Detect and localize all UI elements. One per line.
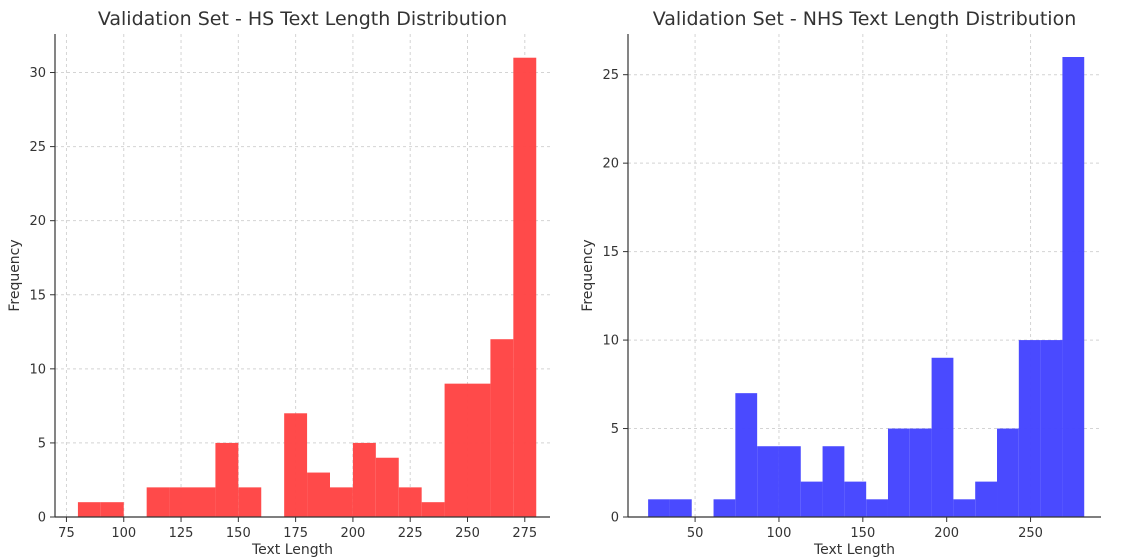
nhs-y-tick-label: 0 <box>611 511 619 526</box>
hs-bar-12 <box>352 442 376 517</box>
hs-y-tick-label: 30 <box>29 66 46 81</box>
hs-y-tick-label: 0 <box>38 511 46 526</box>
nhs-bar-4 <box>735 393 758 517</box>
nhs-y-tick-label: 25 <box>602 68 619 83</box>
nhs-y-tick-label: 10 <box>602 334 619 349</box>
hs-x-tick-label: 250 <box>455 526 480 541</box>
hs-bar-6 <box>215 442 239 517</box>
hs-bar-3 <box>146 487 170 517</box>
hs-y-tick-label: 20 <box>29 214 46 229</box>
nhs-bar-14 <box>953 499 976 517</box>
hs-x-tick-label: 275 <box>512 526 537 541</box>
nhs-bar-18 <box>1040 340 1063 517</box>
hs-y-tick-label: 25 <box>29 140 46 155</box>
hs-x-axis-label: Text Length <box>251 542 333 558</box>
nhs-bar-19 <box>1062 57 1085 517</box>
hs-bar-5 <box>192 487 216 517</box>
hs-bar-7 <box>238 487 262 517</box>
hs-bar-1 <box>100 502 124 517</box>
nhs-bar-0 <box>648 499 670 517</box>
nhs-bar-3 <box>713 499 736 517</box>
hs-x-tick-label: 200 <box>341 526 366 541</box>
hs-bar-17 <box>467 383 491 517</box>
hs-y-tick-label: 5 <box>38 436 46 451</box>
nhs-bar-9 <box>844 481 867 517</box>
hs-x-tick-label: 175 <box>283 526 308 541</box>
nhs-bar-17 <box>1018 340 1041 517</box>
nhs-bar-8 <box>822 446 845 517</box>
nhs-bar-16 <box>997 428 1019 517</box>
nhs-bar-15 <box>975 481 998 517</box>
hs-bar-16 <box>444 383 468 517</box>
nhs-y-axis-label: Frequency <box>580 239 596 311</box>
nhs-y-tick-label: 15 <box>602 245 619 260</box>
hs-bar-19 <box>513 57 537 518</box>
hs-x-tick-label: 75 <box>58 526 75 541</box>
hs-bar-14 <box>398 487 422 517</box>
hs-y-axis-label: Frequency <box>7 239 23 311</box>
nhs-x-tick-label: 200 <box>934 526 959 541</box>
nhs-bar-13 <box>931 357 954 517</box>
nhs-x-tick-label: 150 <box>850 526 875 541</box>
hs-chart-title: Validation Set - HS Text Length Distribu… <box>98 8 507 30</box>
nhs-bar-10 <box>866 499 888 517</box>
hs-bar-10 <box>307 472 330 517</box>
hs-bar-11 <box>330 487 353 517</box>
hs-x-tick-label: 100 <box>111 526 136 541</box>
nhs-bar-7 <box>800 481 823 517</box>
hs-bar-13 <box>375 457 399 517</box>
hs-bar-0 <box>77 502 101 517</box>
hs-bar-9 <box>284 413 308 517</box>
hs-bar-4 <box>169 487 193 517</box>
nhs-bar-1 <box>669 499 692 517</box>
nhs-chart-title: Validation Set - NHS Text Length Distrib… <box>653 8 1076 30</box>
nhs-bar-5 <box>757 446 779 517</box>
hs-bar-18 <box>490 339 514 517</box>
hs-y-tick-label: 10 <box>29 362 46 377</box>
nhs-y-tick-label: 5 <box>611 422 619 437</box>
nhs-x-axis-label: Text Length <box>813 542 895 558</box>
hs-x-tick-label: 225 <box>398 526 423 541</box>
nhs-x-tick-label: 50 <box>687 526 704 541</box>
hs-bar-15 <box>421 502 445 517</box>
nhs-x-tick-label: 250 <box>1018 526 1043 541</box>
nhs-bar-11 <box>887 428 910 517</box>
nhs-x-tick-label: 100 <box>767 526 792 541</box>
nhs-bar-6 <box>778 446 801 517</box>
nhs-bar-12 <box>909 428 932 517</box>
hs-y-tick-label: 15 <box>29 288 46 303</box>
nhs-y-tick-label: 20 <box>602 157 619 172</box>
hs-x-tick-label: 150 <box>226 526 251 541</box>
hs-x-tick-label: 125 <box>169 526 194 541</box>
